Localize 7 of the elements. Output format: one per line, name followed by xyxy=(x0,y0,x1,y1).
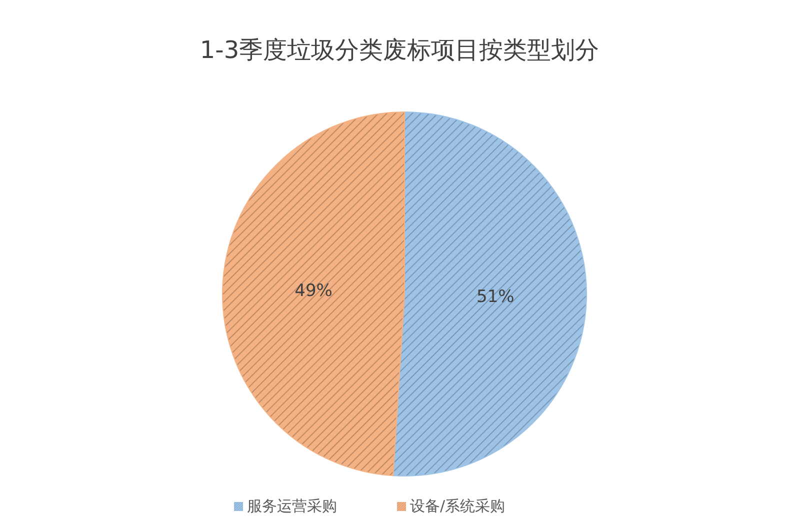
data-label: 51% xyxy=(476,286,514,307)
data-label: 49% xyxy=(294,281,332,302)
pie-slice xyxy=(392,112,587,476)
pie-slice xyxy=(222,112,405,476)
legend-label: 服务运营采购 xyxy=(246,497,337,515)
legend-label: 设备/系统采购 xyxy=(410,497,506,515)
chart-title: 1-3季度垃圾分类废标项目按类型划分 xyxy=(198,35,600,66)
